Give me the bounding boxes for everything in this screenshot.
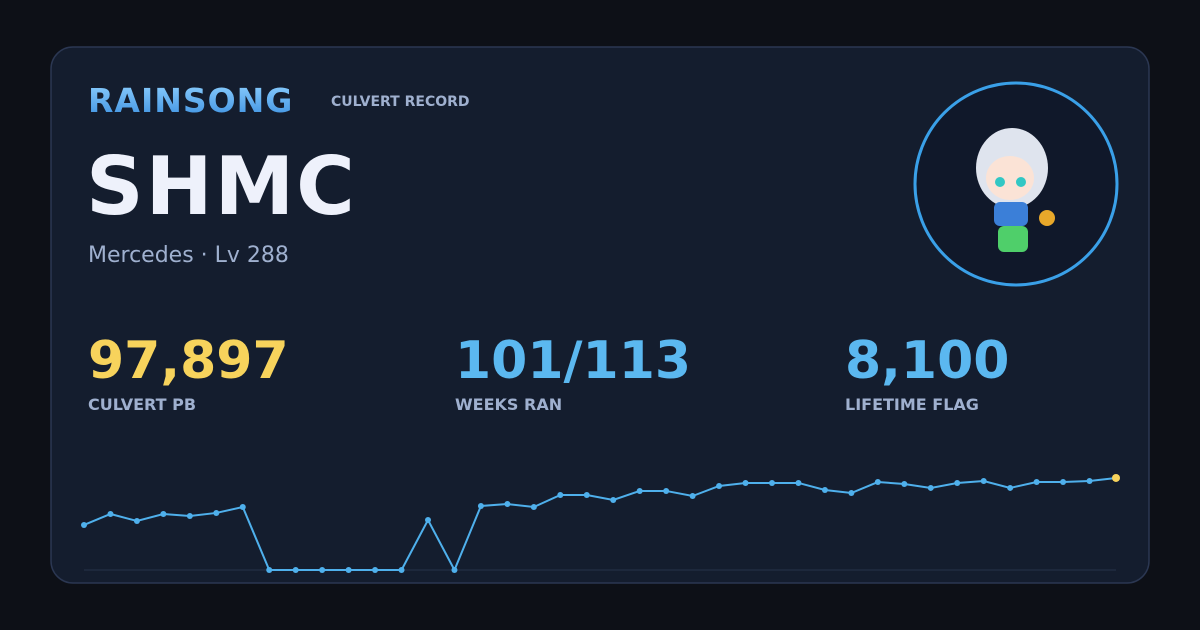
stat-label: CULVERT PB (88, 395, 196, 414)
stat-label: WEEKS RAN (455, 395, 562, 414)
point (186, 512, 193, 519)
sparkline (83, 476, 1117, 573)
point (266, 567, 273, 573)
point (398, 567, 405, 573)
point (530, 504, 537, 511)
point (716, 482, 723, 489)
avatar-eye (1016, 177, 1026, 187)
avatar-face (986, 156, 1034, 200)
point (1033, 479, 1040, 486)
point (583, 491, 590, 498)
point (557, 491, 564, 498)
point (663, 487, 670, 494)
point (636, 487, 643, 494)
point (1007, 484, 1014, 491)
stat-value: 97,897 (88, 331, 289, 391)
avatar-body (994, 202, 1028, 226)
point (451, 567, 458, 573)
point (1112, 473, 1120, 482)
point (954, 479, 961, 486)
point (848, 490, 855, 497)
brand: RAINSONG (88, 81, 293, 120)
stat-value: 8,100 (845, 331, 1009, 391)
avatar-item (1039, 210, 1055, 226)
card (50, 46, 1150, 584)
point (610, 496, 617, 503)
point (292, 567, 299, 573)
point (1086, 477, 1093, 484)
point (213, 509, 220, 516)
point (1060, 479, 1067, 486)
avatar-eye (995, 177, 1005, 187)
point (742, 479, 749, 486)
stat-label: LIFETIME FLAG (845, 395, 979, 414)
point (980, 477, 987, 484)
point (319, 567, 326, 573)
stat-value: 101/113 (455, 331, 691, 391)
point (160, 510, 167, 517)
character-name: SHMC (86, 140, 357, 233)
avatar-legs (998, 226, 1028, 252)
point (689, 493, 696, 500)
point (927, 484, 934, 491)
point (821, 487, 828, 494)
point (874, 479, 881, 486)
point (107, 510, 114, 517)
point (504, 501, 511, 508)
point (133, 518, 140, 525)
point (795, 479, 802, 486)
point (769, 479, 775, 486)
character-info: Mercedes · Lv 288 (88, 243, 289, 268)
point (239, 504, 246, 511)
subtitle: CULVERT RECORD (331, 94, 470, 110)
point (345, 567, 352, 573)
point (81, 521, 87, 528)
point (425, 516, 431, 523)
avatar (913, 81, 1119, 287)
point (477, 502, 484, 509)
point (372, 567, 379, 573)
point (901, 480, 908, 487)
